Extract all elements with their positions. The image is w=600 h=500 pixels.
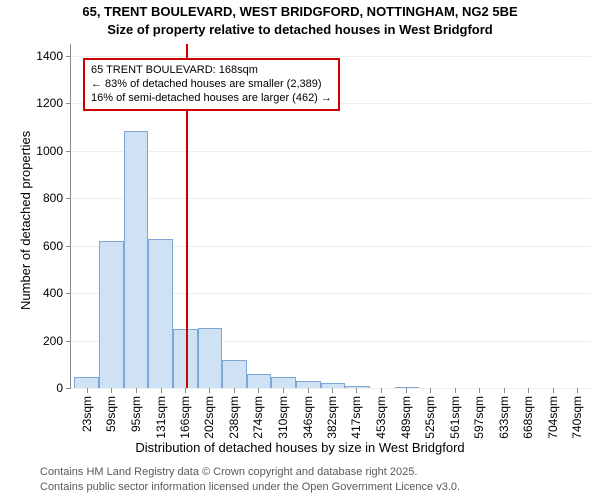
histogram-bar [271,377,296,388]
xtick-mark [111,388,112,393]
title-line-1: 65, TRENT BOULEVARD, WEST BRIDGFORD, NOT… [0,4,600,19]
xtick-label: 166sqm [178,396,192,439]
ytick-mark [66,198,71,199]
histogram-bar [99,241,124,388]
histogram-bar [222,360,247,388]
xtick-mark [234,388,235,393]
histogram-bar [74,377,99,388]
xtick-label: 310sqm [276,396,290,439]
xtick-label: 382sqm [325,396,339,439]
xtick-label: 453sqm [374,396,388,439]
gridline-h [71,56,591,57]
ytick-mark [66,388,71,389]
xtick-mark [381,388,382,393]
xtick-mark [479,388,480,393]
xtick-label: 23sqm [80,396,94,432]
xtick-mark [308,388,309,393]
histogram-bar [345,386,370,388]
xtick-mark [356,388,357,393]
xtick-label: 668sqm [521,396,535,439]
title-line-2: Size of property relative to detached ho… [0,22,600,37]
xtick-label: 238sqm [227,396,241,439]
annotation-box: 65 TRENT BOULEVARD: 168sqm← 83% of detac… [83,58,340,111]
xtick-label: 59sqm [104,396,118,432]
ytick-mark [66,151,71,152]
ytick-mark [66,341,71,342]
footer-line-2: Contains public sector information licen… [40,481,460,493]
ytick-label: 0 [56,381,63,395]
ytick-label: 1000 [36,144,63,158]
xtick-mark [332,388,333,393]
plot-area: 020040060080010001200140023sqm59sqm95sqm… [70,44,591,389]
xtick-mark [504,388,505,393]
y-axis-label: Number of detached properties [18,131,33,310]
x-axis-label: Distribution of detached houses by size … [0,440,600,455]
xtick-mark [406,388,407,393]
histogram-bar [296,381,321,388]
xtick-mark [258,388,259,393]
xtick-label: 95sqm [129,396,143,432]
histogram-bar [124,131,149,388]
ytick-label: 800 [43,191,63,205]
ytick-label: 400 [43,286,63,300]
xtick-label: 274sqm [251,396,265,439]
gridline-h [71,388,591,389]
xtick-label: 704sqm [546,396,560,439]
annotation-heading: 65 TRENT BOULEVARD: 168sqm [91,64,332,78]
xtick-mark [283,388,284,393]
ytick-mark [66,246,71,247]
chart-container: 65, TRENT BOULEVARD, WEST BRIDGFORD, NOT… [0,0,600,500]
ytick-mark [66,103,71,104]
histogram-bar [395,387,420,388]
xtick-mark [87,388,88,393]
xtick-mark [161,388,162,393]
xtick-label: 346sqm [301,396,315,439]
gridline-h [71,151,591,152]
xtick-label: 597sqm [472,396,486,439]
histogram-bar [247,374,272,388]
xtick-mark [553,388,554,393]
ytick-label: 600 [43,239,63,253]
xtick-mark [136,388,137,393]
xtick-label: 525sqm [423,396,437,439]
xtick-mark [528,388,529,393]
histogram-bar [148,239,173,388]
ytick-mark [66,293,71,294]
xtick-mark [185,388,186,393]
annotation-line: 16% of semi-detached houses are larger (… [91,92,332,106]
xtick-label: 131sqm [154,396,168,439]
xtick-mark [430,388,431,393]
xtick-mark [455,388,456,393]
footer-line-1: Contains HM Land Registry data © Crown c… [40,466,417,478]
xtick-label: 561sqm [448,396,462,439]
xtick-label: 489sqm [399,396,413,439]
xtick-label: 740sqm [570,396,584,439]
ytick-label: 1200 [36,96,63,110]
ytick-label: 200 [43,334,63,348]
ytick-mark [66,56,71,57]
gridline-h [71,198,591,199]
ytick-label: 1400 [36,49,63,63]
annotation-line: ← 83% of detached houses are smaller (2,… [91,78,332,92]
histogram-bar [198,328,223,388]
xtick-label: 633sqm [497,396,511,439]
xtick-mark [209,388,210,393]
xtick-label: 417sqm [349,396,363,439]
xtick-mark [577,388,578,393]
xtick-label: 202sqm [202,396,216,439]
